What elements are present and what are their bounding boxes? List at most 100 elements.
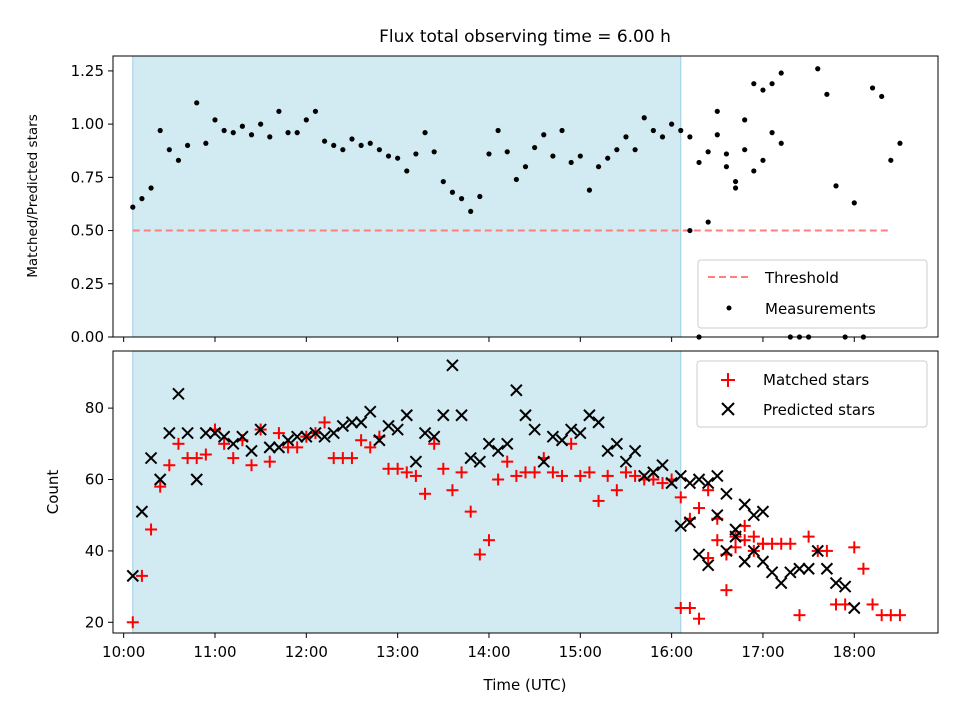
matched-star-point: [793, 609, 806, 622]
predicted-star-point: [683, 476, 697, 490]
legend-threshold-label: Threshold: [764, 269, 839, 287]
measurement-point: [687, 227, 693, 234]
bottom-x-tick-label: 16:00: [650, 643, 693, 661]
measurement-point: [367, 140, 373, 146]
predicted-star-point: [455, 409, 468, 422]
matched-star-point: [747, 530, 760, 543]
matched-star-point: [893, 609, 906, 622]
measurement-point: [376, 147, 382, 153]
matched-star-point: [409, 469, 422, 482]
predicted-star-point: [564, 423, 578, 436]
matched-stars-series: [126, 416, 906, 629]
measurement-point: [614, 147, 620, 153]
matched-star-point: [437, 462, 450, 475]
measurement-point: [641, 115, 647, 121]
legend-matched-swatch: [721, 373, 735, 387]
measurement-point: [778, 140, 784, 146]
top-x-axis: [123, 337, 855, 342]
predicted-star-point: [756, 505, 770, 518]
predicted-star-point: [656, 459, 669, 472]
measurement-point: [669, 121, 675, 127]
predicted-star-point: [464, 451, 477, 465]
measurement-point: [714, 132, 720, 138]
measurement-point: [385, 153, 392, 159]
predicted-star-point: [272, 441, 286, 454]
predicted-star-point: [838, 580, 852, 593]
matched-star-point: [492, 473, 505, 486]
measurement-point: [513, 176, 519, 183]
matched-star-point: [702, 484, 715, 497]
matched-star-point: [291, 441, 304, 454]
matched-star-point: [647, 473, 660, 486]
matched-star-point: [510, 469, 523, 482]
measurement-point: [166, 147, 172, 153]
measurement-point: [477, 193, 483, 200]
matched-star-point: [163, 459, 176, 472]
matched-star-point: [738, 534, 751, 547]
measurement-point: [395, 155, 401, 161]
measurement-point: [267, 134, 273, 140]
bottom-legend-box: [696, 360, 928, 428]
measurement-point: [632, 147, 638, 153]
predicted-star-point: [172, 387, 185, 401]
bottom-x-tick-label: 12:00: [285, 643, 328, 661]
predicted-star-point: [701, 476, 715, 490]
measurement-point: [879, 93, 885, 100]
matched-star-point: [245, 459, 258, 472]
predicted-star-point: [720, 544, 733, 558]
matched-star-point: [556, 469, 569, 482]
bottom-x-tick-label: 17:00: [741, 643, 784, 661]
bottom-y-axis-label: Count: [44, 470, 62, 515]
predicted-star-point: [574, 426, 587, 440]
predicted-star-point: [546, 430, 560, 443]
measurement-point: [714, 108, 720, 114]
predicted-star-point: [409, 455, 423, 468]
matched-star-point: [693, 612, 706, 625]
measurement-point: [194, 100, 200, 106]
measurement-point: [276, 108, 282, 114]
measurement-point: [331, 142, 337, 149]
measurement-point: [239, 123, 245, 129]
measurement-point: [175, 157, 182, 163]
predicted-star-point: [227, 437, 240, 451]
predicted-star-point: [309, 426, 322, 440]
predicted-star-point: [245, 444, 258, 458]
measurement-point: [678, 127, 684, 134]
measurement-point: [340, 147, 346, 153]
bottom-x-tick-label: 10:00: [102, 643, 145, 661]
measurement-point: [504, 149, 510, 155]
matched-star-point: [419, 487, 432, 500]
predicted-star-point: [793, 562, 806, 575]
predicted-star-point: [153, 473, 167, 486]
matched-star-point: [364, 441, 377, 454]
matched-star-point: [629, 469, 642, 482]
bottom-x-tick-label: 15:00: [559, 643, 602, 661]
measurement-point: [139, 196, 145, 202]
top-plot-frame: [112, 55, 939, 338]
predicted-star-point: [318, 430, 331, 443]
matched-star-point: [355, 434, 368, 447]
matched-star-point: [199, 448, 212, 461]
predicted-star-point: [848, 601, 861, 615]
predicted-star-point: [638, 469, 651, 483]
matched-star-point: [428, 437, 441, 450]
bottom-x-axis-label: Time (UTC): [483, 676, 567, 694]
bottom-y-tick-label: 40: [85, 542, 104, 560]
predicted-star-point: [336, 419, 350, 433]
matched-star-point: [674, 491, 687, 504]
bottom-x-tick-label: 18:00: [833, 643, 876, 661]
measurement-point: [148, 185, 154, 191]
predicted-star-point: [692, 548, 706, 561]
top-y-tick-label: 0.25: [71, 275, 104, 293]
measurement-point: [659, 134, 666, 140]
measurement-point: [778, 70, 784, 76]
measurement-point: [623, 134, 629, 140]
measurement-point: [732, 185, 739, 191]
measurement-point: [413, 151, 419, 157]
measurement-point: [705, 219, 711, 225]
predicted-star-point: [674, 519, 687, 533]
top-y-tick-label: 0.50: [71, 222, 104, 240]
matched-star-point: [272, 427, 285, 440]
predicted-star-point: [290, 430, 304, 443]
